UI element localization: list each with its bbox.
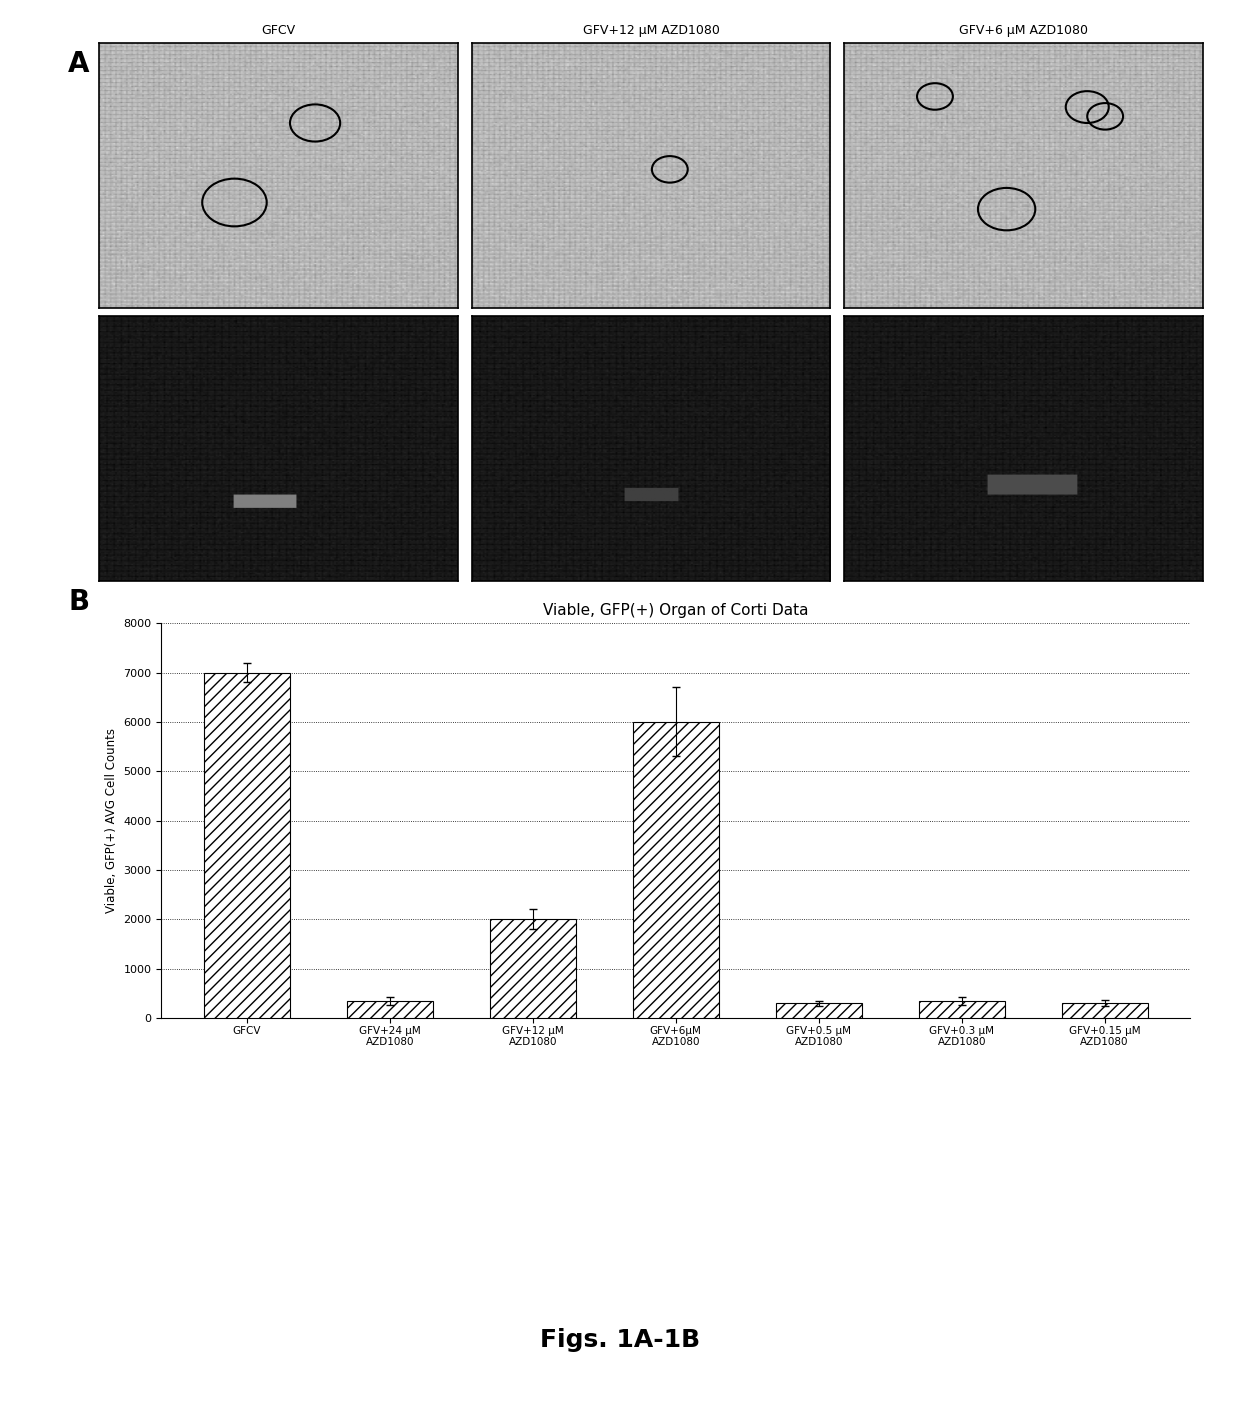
Text: GFV+12 μM AZD1080: GFV+12 μM AZD1080 xyxy=(583,24,719,37)
Y-axis label: Viable, GFP(+) AVG Cell Counts: Viable, GFP(+) AVG Cell Counts xyxy=(105,729,118,913)
Text: A: A xyxy=(68,50,89,78)
Bar xyxy=(205,673,290,1018)
Title: Viable, GFP(+) Organ of Corti Data: Viable, GFP(+) Organ of Corti Data xyxy=(543,603,808,617)
Text: Figs. 1A-1B: Figs. 1A-1B xyxy=(539,1329,701,1352)
Text: GFV+6 μM AZD1080: GFV+6 μM AZD1080 xyxy=(960,24,1089,37)
Text: B: B xyxy=(68,588,89,616)
Bar xyxy=(490,920,575,1018)
Text: GFCV: GFCV xyxy=(262,24,295,37)
Bar xyxy=(347,1001,433,1018)
Bar xyxy=(919,1001,1004,1018)
Bar xyxy=(632,722,719,1018)
Bar xyxy=(1061,1004,1147,1018)
Bar xyxy=(776,1004,862,1018)
